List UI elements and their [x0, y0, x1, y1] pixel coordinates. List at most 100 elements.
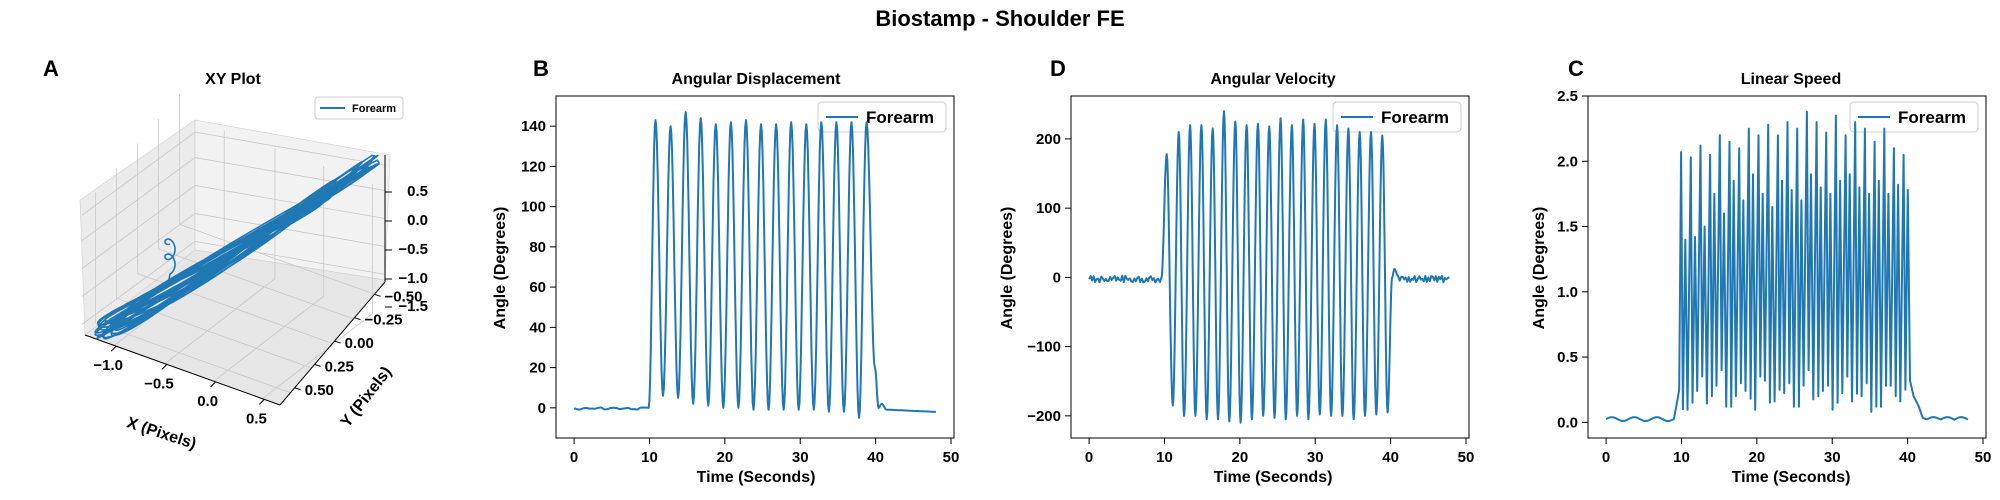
- y-tick-label: −0.25: [365, 312, 403, 329]
- legend-box: [817, 101, 947, 133]
- y-axis-line: [279, 281, 386, 406]
- x-tick-label: 50: [1975, 449, 1992, 466]
- legend-label: Forearm: [352, 103, 396, 115]
- y-tick-label: 2.5: [1557, 88, 1578, 105]
- y-tick-label: 100: [1036, 200, 1061, 217]
- x-tick-mark: [110, 345, 117, 352]
- y-tick-label: 40: [529, 319, 546, 336]
- y-tick-label: −0.50: [385, 288, 423, 305]
- panel-a-xlabel: X (Pixels): [125, 415, 199, 453]
- x-tick-label: 0.0: [197, 393, 218, 410]
- panel-a-ticks: −1.0 −0.5 0.0 0.5 −0.50 −0.25 0.00 0.25 0.50 0.5 0…: [93, 183, 428, 427]
- panel-d-xlabel: Time (Seconds): [1214, 469, 1333, 486]
- x-tick-label: 0.5: [246, 410, 267, 427]
- y-tick-mark: [334, 340, 341, 344]
- panel-c-label: C: [1568, 56, 1584, 81]
- floor-grid-line: [179, 223, 375, 295]
- y-tick-label: 140: [521, 118, 546, 135]
- y-tick-label: 0.00: [345, 335, 374, 352]
- back-grid-line: [194, 213, 386, 247]
- y-tick-label: 0.0: [1557, 414, 1578, 431]
- legend-label: Forearm: [866, 108, 934, 127]
- plot-frame: [1070, 95, 1470, 439]
- panel-c-linear-speed: C Linear Speed Time (Seconds) Angle (Deg…: [1531, 56, 1991, 486]
- panel-d-ylabel: Angle (Degrees): [999, 207, 1016, 330]
- legend-label: Forearm: [1898, 108, 1966, 127]
- panel-d-title: Angular Velocity: [1210, 71, 1335, 88]
- side-grid-line: [81, 241, 196, 325]
- x-tick-label: 20: [717, 449, 734, 466]
- y-tick-mark: [314, 363, 321, 367]
- x-tick-label: 30: [1307, 449, 1324, 466]
- y-tick-label: 0.5: [1557, 349, 1578, 366]
- panel-a-title: XY Plot: [205, 71, 261, 88]
- x-tick-label: −0.5: [144, 375, 174, 392]
- forearm-line: [1088, 110, 1450, 424]
- z-tick-label: −1.5: [398, 298, 428, 315]
- y-tick-label: 0: [538, 400, 546, 417]
- figure-title: Biostamp - Shoulder FE: [875, 6, 1124, 31]
- panel-c-title: Linear Speed: [1741, 71, 1841, 88]
- x-tick-label: −1.0: [93, 357, 123, 374]
- y-tick-mark: [374, 293, 381, 297]
- x-tick-label: 20: [1232, 449, 1249, 466]
- z-tick-label: −0.5: [398, 241, 428, 258]
- z-tick-label: −1.0: [398, 270, 428, 287]
- panel-b-label: B: [533, 56, 549, 81]
- back-grid-line: [194, 131, 386, 166]
- back-grid-line: [194, 185, 386, 219]
- y-tick-label: 1.0: [1557, 284, 1578, 301]
- side-grid-line: [81, 157, 196, 241]
- y-tick-label: 20: [529, 360, 546, 377]
- z-tick-label: 0.5: [407, 183, 428, 200]
- panel-a-xy-plot: A XY Plot −1.0 −0.5 0.0 0.5 −0.50 −0.25 0.00 0.…: [43, 56, 428, 453]
- floor-grid-line: [164, 278, 276, 365]
- x-tick-mark: [210, 381, 217, 388]
- panel-b-xlabel: Time (Seconds): [697, 469, 816, 486]
- panel-b-ylabel: Angle (Degrees): [492, 207, 509, 330]
- y-tick-label: 2.0: [1557, 153, 1578, 170]
- plot-frame: [555, 95, 955, 439]
- y-tick-label: 200: [1036, 131, 1061, 148]
- x-tick-label: 20: [1749, 449, 1766, 466]
- floor-grid-line: [262, 313, 373, 400]
- forearm-trajectory: [94, 154, 380, 340]
- y-tick-label: 0.25: [325, 358, 354, 375]
- y-tick-mark: [354, 317, 361, 321]
- x-tick-label: 0: [570, 449, 578, 466]
- y-tick-label: 0: [1053, 269, 1061, 286]
- panel-b-angular-displacement: B Angular Displacement Time (Seconds) An…: [492, 56, 959, 486]
- back-grid-line: [194, 157, 386, 191]
- floor-grid-line: [158, 248, 354, 320]
- z-tick-label: 0.0: [407, 212, 428, 229]
- plot-frame: [1587, 95, 1987, 439]
- x-tick-mark: [161, 364, 168, 370]
- legend-box: [1849, 101, 1979, 133]
- floor-grid-line: [213, 295, 324, 382]
- y-tick-label: −100: [1027, 339, 1061, 356]
- x-tick-label: 50: [943, 449, 960, 466]
- pane-grid: [81, 94, 386, 400]
- panel-d-label: D: [1050, 56, 1066, 81]
- panel-c-xlabel: Time (Seconds): [1732, 469, 1851, 486]
- panel-a-label: A: [43, 56, 59, 81]
- x-tick-label: 30: [792, 449, 809, 466]
- x-tick-label: 10: [1673, 449, 1690, 466]
- panel-c-ylabel: Angle (Degrees): [1531, 207, 1548, 330]
- legend-label: Forearm: [1381, 108, 1449, 127]
- x-tick-label: 50: [1458, 449, 1475, 466]
- y-tick-label: −200: [1027, 408, 1061, 425]
- floor-grid-line: [95, 322, 291, 394]
- x-tick-label: 30: [1824, 449, 1841, 466]
- x-tick-label: 10: [1156, 449, 1173, 466]
- side-grid-line: [81, 131, 196, 216]
- side-grid-line: [81, 185, 196, 269]
- y-tick-label: 1.5: [1557, 219, 1578, 236]
- panel-d-angular-velocity: D Angular Velocity Time (Seconds) Angle …: [999, 56, 1474, 486]
- legend-box: [1332, 101, 1462, 133]
- x-axis-line: [84, 334, 281, 406]
- legend-box: [314, 96, 404, 120]
- side-grid-line: [81, 213, 196, 297]
- forearm-line: [1605, 110, 1969, 422]
